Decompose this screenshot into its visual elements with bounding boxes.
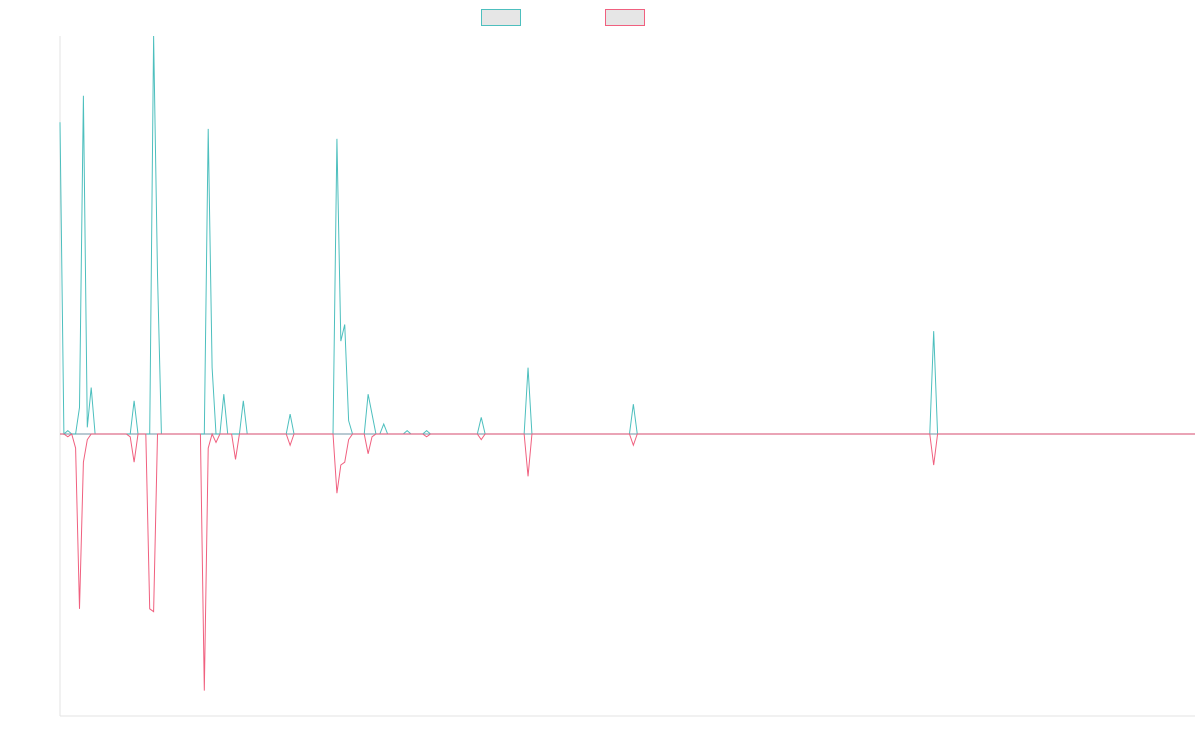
legend-swatch-1 [481,9,521,26]
series-line-1 [59,35,1195,436]
legend-swatch-2 [605,9,645,26]
series-group [59,35,1195,691]
axes [59,36,1195,717]
legend [481,9,645,26]
series-line-2 [60,432,1195,691]
